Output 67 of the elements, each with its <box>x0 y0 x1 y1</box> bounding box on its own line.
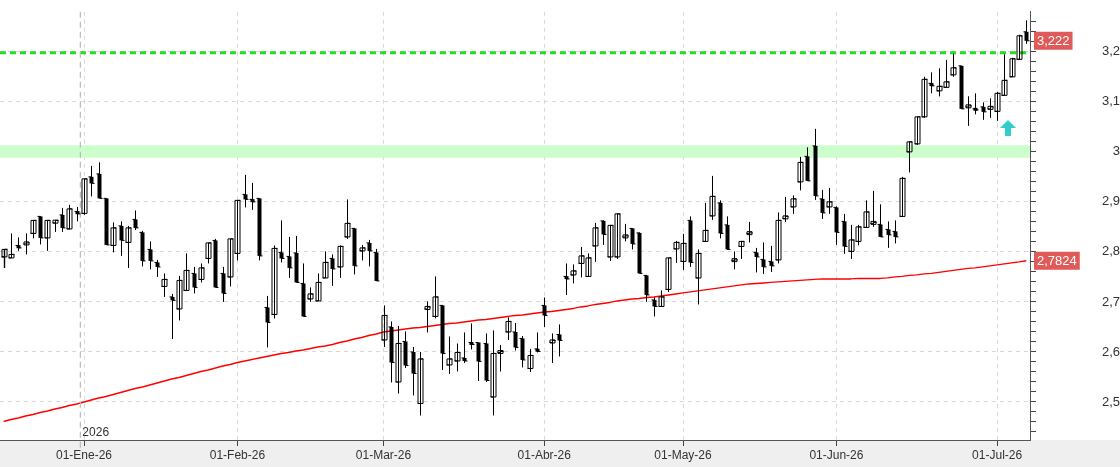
text: 3,222 <box>1037 33 1070 49</box>
candlestick <box>950 53 957 78</box>
candlestick <box>754 247 759 273</box>
candlestick <box>535 331 540 353</box>
x-tick-label: 01-Mar-26 <box>355 447 412 462</box>
y-tick-label: 2,5 <box>1101 393 1120 409</box>
candlestick <box>782 196 789 223</box>
candlestick <box>570 263 577 284</box>
candlestick <box>644 274 649 303</box>
candlestick <box>630 227 635 250</box>
candlestick <box>769 245 774 273</box>
ref-line-label: 2026 <box>82 425 110 440</box>
candlestick <box>476 341 481 382</box>
candlestick <box>367 239 372 267</box>
candlestick <box>738 240 745 260</box>
x-tick-label: 01-Feb-26 <box>209 447 266 462</box>
candlestick <box>243 174 248 208</box>
candlestick <box>761 241 766 275</box>
y-tick-label: 3,1 <box>1101 93 1120 109</box>
candlestick <box>637 231 642 274</box>
candlestick <box>16 236 21 252</box>
candlestick <box>155 259 160 278</box>
y-tick-label: 2,7 <box>1101 293 1120 309</box>
candlestick <box>564 262 569 296</box>
candlestick <box>557 323 562 357</box>
candlestick <box>23 232 30 255</box>
x-tick-label: 01-Jun-26 <box>809 447 864 462</box>
x-tick-label: 01-Ene-26 <box>55 447 113 462</box>
candlestick <box>469 322 474 350</box>
y-tick-label: 2,6 <box>1101 343 1120 359</box>
data-label: 2,7824 <box>1037 253 1077 269</box>
x-tick-label: 01-Abr-26 <box>517 447 572 462</box>
candlestick <box>1024 19 1029 45</box>
candlestick <box>140 230 145 267</box>
candlestick <box>886 220 891 249</box>
candlestick <box>746 221 753 243</box>
candlestick <box>294 235 299 283</box>
candlestick <box>972 92 979 115</box>
candlestick <box>359 244 366 261</box>
candlestick <box>718 199 723 239</box>
y-tick-label: 3,2 <box>1101 43 1120 59</box>
x-tick-label: 01-May-26 <box>654 447 713 462</box>
candlestick <box>813 128 818 201</box>
candlestick <box>133 209 138 231</box>
candlestick <box>403 330 408 369</box>
candlestick <box>542 296 547 328</box>
x-tick-label: 01-Jul-26 <box>972 447 1023 462</box>
y-tick-label: 2,8 <box>1101 243 1120 259</box>
candlestick <box>725 215 730 251</box>
candlestick <box>790 194 797 215</box>
candlestick <box>688 215 693 268</box>
candlestick <box>97 161 102 199</box>
y-tick-label: 3 <box>1112 143 1120 159</box>
candlestick <box>213 238 218 288</box>
candlestick <box>89 165 94 197</box>
candlestick <box>148 240 153 270</box>
candlestick <box>520 335 525 368</box>
y-tick-label: 2,9 <box>1101 193 1120 209</box>
candlestick <box>287 236 292 279</box>
candlestick <box>805 146 810 182</box>
candlestick <box>731 250 738 270</box>
candlestick <box>330 253 335 287</box>
candlestick <box>161 272 168 298</box>
candlestick <box>374 248 379 282</box>
candlestick <box>893 219 898 244</box>
candlestick <box>549 332 556 364</box>
candlestick <box>257 197 262 261</box>
